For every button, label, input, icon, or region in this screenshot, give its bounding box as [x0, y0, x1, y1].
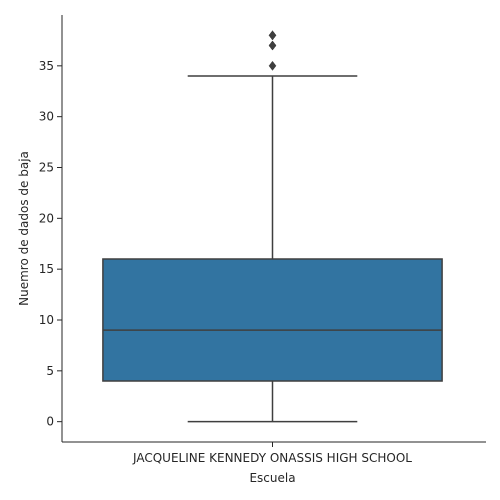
- y-tick-label: 25: [39, 161, 54, 175]
- y-tick-label: 30: [39, 110, 54, 124]
- y-tick-label: 0: [46, 415, 54, 429]
- y-tick-label: 10: [39, 313, 54, 327]
- y-tick-label: 35: [39, 59, 54, 73]
- x-tick-label: JACQUELINE KENNEDY ONASSIS HIGH SCHOOL: [132, 451, 412, 465]
- y-tick-label: 20: [39, 211, 54, 225]
- y-tick-label: 5: [46, 364, 54, 378]
- outlier-point: [268, 30, 277, 41]
- box-group: [102, 30, 443, 423]
- y-ticks: 0 5 10 15 20 25 30 35: [39, 59, 62, 429]
- outlier-point: [268, 40, 277, 51]
- x-axis-label: Escuela: [249, 471, 295, 485]
- iqr-box: [102, 258, 443, 382]
- x-ticks: JACQUELINE KENNEDY ONASSIS HIGH SCHOOL: [132, 442, 412, 465]
- y-axis-label: Nuemro de dados de baja: [17, 151, 31, 306]
- y-tick-label: 15: [39, 262, 54, 276]
- outlier-point: [268, 60, 277, 71]
